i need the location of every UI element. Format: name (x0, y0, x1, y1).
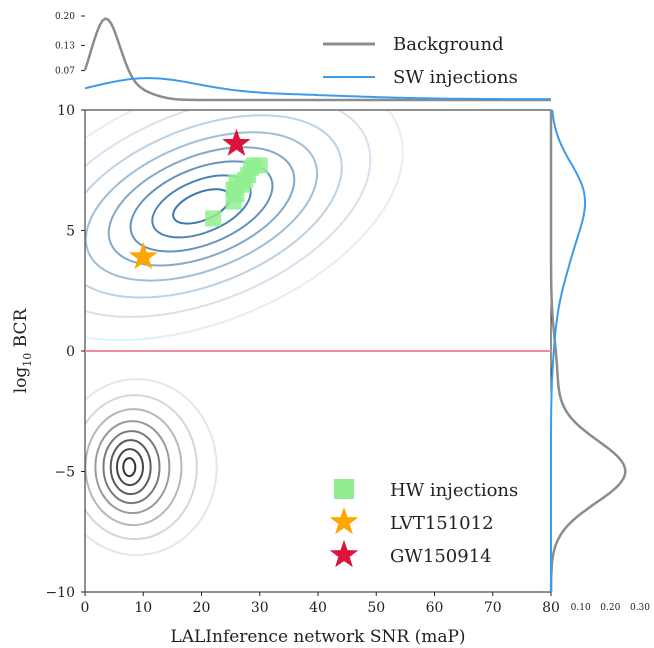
x-axis-label: LALInference network SNR (maP) (170, 627, 465, 647)
right-marginal-background-curve (549, 110, 627, 593)
background-contour-ring (85, 394, 198, 541)
legend-lvt-label: LVT151012 (390, 513, 494, 534)
y-tick-labels: −10 −5 0 5 10 (45, 103, 85, 601)
background-contour-ring (115, 448, 144, 487)
right-marginal-ticks: 0.10 0.20 0.30 (571, 603, 651, 613)
top-legend: Background SW injections (323, 34, 518, 88)
marker-layer (129, 128, 268, 270)
right-marginal-sw-curve (550, 109, 587, 592)
sw-contour-ring (107, 146, 296, 267)
sw-contour-ring (85, 110, 372, 318)
top-marginal-plot: 0.07 0.13 0.20 (55, 12, 551, 102)
top-marginal-background-curve (83, 17, 551, 102)
legend-gw-label: GW150914 (390, 546, 492, 567)
y-tick-label: −5 (54, 465, 75, 481)
x-tick-label: 0 (81, 600, 90, 616)
right-marginal-tick-label: 0.10 (571, 603, 591, 613)
hw-injection-marker (205, 210, 222, 227)
legend-hw-label: HW injections (390, 480, 518, 501)
legend-lvt-star (329, 507, 359, 535)
x-tick-label: 70 (484, 600, 502, 616)
background-contour-ring (122, 457, 137, 478)
sw-contour-ring (85, 131, 319, 282)
x-tick-label: 80 (542, 600, 560, 616)
x-tick-label: 40 (309, 600, 327, 616)
x-tick-label: 60 (426, 600, 444, 616)
bottom-legend: HW injections LVT151012 GW150914 (329, 479, 518, 568)
right-marginal-tick-label: 0.20 (600, 603, 620, 613)
sw-contour-ring (85, 110, 404, 342)
background-contour-ring (85, 408, 183, 527)
legend-hw-swatch (334, 479, 354, 499)
background-contour-ring (94, 420, 171, 515)
y-tick-label: −10 (45, 585, 75, 601)
top-marginal-tick-label: 0.20 (55, 12, 75, 22)
x-tick-labels: 0 10 20 30 40 50 60 70 80 (81, 592, 560, 616)
right-marginal-tick-label: 0.30 (630, 603, 650, 613)
right-marginal-plot: 0.10 0.20 0.30 (549, 109, 651, 613)
legend-sw-label: SW injections (393, 67, 518, 88)
y-tick-label: 0 (66, 344, 75, 360)
y-tick-label: 10 (57, 103, 75, 119)
x-tick-label: 10 (134, 600, 152, 616)
hw-injection-marker (251, 157, 268, 174)
background-contour-ring (102, 430, 161, 505)
sw-contour-ring (85, 114, 343, 299)
background-contour-ring (85, 378, 218, 557)
top-marginal-sw-curve (84, 77, 551, 101)
sw-contour-ring (129, 160, 274, 253)
y-tick-label: 5 (66, 224, 75, 240)
background-contour-ring (109, 439, 152, 496)
x-tick-label: 50 (367, 600, 385, 616)
lvt151012-marker (129, 242, 158, 270)
legend-background-label: Background (393, 34, 504, 55)
y-axis-label: log10 BCR (11, 308, 34, 394)
x-tick-label: 20 (193, 600, 211, 616)
x-tick-label: 30 (251, 600, 269, 616)
top-marginal-ticks: 0.07 0.13 0.20 (55, 12, 85, 77)
contour-layer (85, 110, 404, 557)
legend-gw-star (329, 540, 359, 568)
gw150914-marker (222, 128, 251, 156)
top-marginal-tick-label: 0.13 (55, 41, 75, 51)
top-marginal-tick-label: 0.07 (55, 67, 75, 77)
